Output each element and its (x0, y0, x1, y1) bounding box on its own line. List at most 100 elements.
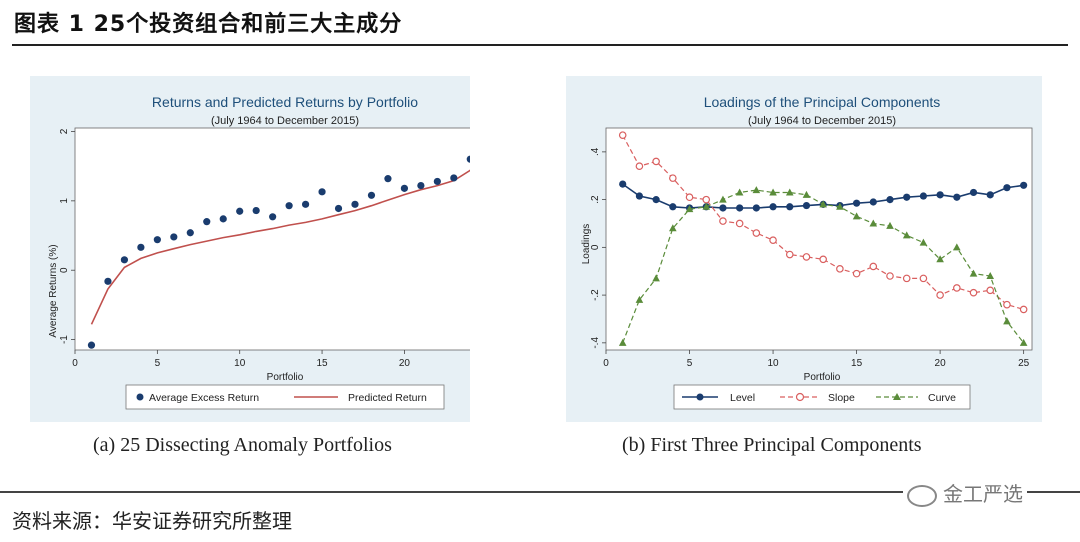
legend: Average Excess Return Predicted Return (125, 384, 445, 410)
legend-label-curve: Curve (928, 392, 956, 404)
data-point-curve (652, 274, 660, 282)
x-tick-label: 15 (851, 358, 863, 369)
loadings-chart: Loadings of the Principal Components (Ju… (581, 94, 1033, 410)
data-point-curve (785, 188, 794, 196)
data-point-curve (919, 238, 928, 246)
legend-label-slope: Slope (828, 392, 855, 404)
legend-marker-average-excess-return (136, 393, 144, 401)
data-point-level (719, 204, 727, 212)
data-point (417, 181, 425, 190)
watermark: 金工严选 (903, 478, 1027, 507)
data-point-level (669, 203, 677, 211)
data-point (120, 256, 129, 264)
plot-area (605, 127, 1033, 351)
data-point (450, 174, 458, 182)
data-point (219, 215, 227, 223)
data-point-slope (685, 193, 694, 202)
data-point-slope (802, 253, 811, 261)
data-point-slope (752, 229, 761, 237)
data-point-level (652, 196, 660, 204)
data-point-curve (685, 205, 694, 213)
data-point-curve (702, 202, 711, 210)
panel-loadings: Loadings of the Principal Components (Ju… (566, 76, 1042, 422)
returns-chart: Returns and Predicted Returns by Portfol… (48, 94, 496, 410)
data-point (301, 200, 310, 208)
data-point-slope (986, 286, 995, 295)
data-point-level (936, 191, 944, 199)
data-point-slope (1003, 300, 1011, 309)
chart-subtitle: (July 1964 to December 2015) (748, 115, 896, 127)
x-tick-label: 0 (72, 358, 78, 369)
chart-title: Loadings of the Principal Components (704, 94, 941, 110)
data-point-level (1020, 181, 1028, 189)
data-point-slope (719, 217, 727, 225)
x-tick-label: 10 (767, 358, 779, 369)
data-point-slope (652, 157, 660, 166)
data-point-curve (836, 202, 844, 210)
data-point-level (619, 180, 627, 188)
data-point-slope (836, 265, 844, 273)
data-point (153, 236, 161, 244)
data-point-curve (869, 219, 878, 227)
data-point-slope (769, 236, 777, 244)
data-point-curve (1003, 317, 1011, 325)
plot-area (74, 127, 496, 351)
data-point (170, 233, 178, 241)
legend-marker-level (696, 393, 704, 401)
data-point-slope (1019, 305, 1028, 314)
data-point (400, 184, 409, 192)
x-tick-label: 5 (155, 358, 161, 369)
y-tick-label: -.2 (590, 289, 601, 301)
title-divider (12, 44, 1068, 46)
data-point-level (786, 203, 794, 211)
data-point (367, 191, 376, 199)
data-point (269, 213, 277, 221)
legend-marker-slope (795, 392, 805, 402)
y-tick-label: -1 (59, 335, 70, 344)
data-point-curve (852, 212, 861, 220)
data-point (334, 204, 343, 213)
legend-label-average-excess-return: Average Excess Return (149, 392, 259, 404)
data-point-curve (769, 188, 777, 196)
y-tick-label: 0 (590, 244, 601, 250)
x-tick-label: 0 (603, 358, 609, 369)
y-axis-label: Loadings (581, 224, 592, 265)
y-tick-label: 0 (59, 267, 70, 273)
data-point-level (736, 204, 744, 212)
data-point-curve (802, 190, 811, 198)
data-point-slope (852, 269, 861, 278)
data-point-level (919, 192, 928, 200)
data-point-curve (635, 295, 644, 303)
data-point (203, 218, 211, 226)
data-point (137, 243, 145, 251)
data-point (236, 207, 244, 215)
x-tick-label: 15 (316, 358, 328, 369)
data-point-curve (936, 255, 944, 263)
x-axis-label: Portfolio (267, 372, 304, 383)
y-axis-label: Average Returns (%) (48, 244, 59, 337)
data-point-slope (635, 162, 644, 170)
legend-label-level: Level (730, 392, 755, 404)
data-point-slope (919, 274, 928, 283)
y-tick-label: .4 (590, 147, 601, 156)
y-tick-label: .2 (590, 195, 601, 204)
data-point-level (986, 191, 994, 199)
data-point-curve (719, 195, 727, 203)
data-point (384, 175, 392, 183)
panel-returns: Returns and Predicted Returns by Portfol… (30, 76, 496, 422)
figure-title: 图表 1 25个投资组合和前三大主成分 (14, 12, 403, 37)
data-point-level (969, 188, 978, 197)
data-point (285, 202, 293, 210)
data-point (87, 341, 96, 349)
data-point-slope (618, 131, 627, 139)
predicted-return-line (90, 141, 488, 325)
x-tick-label: 25 (1018, 358, 1030, 369)
x-tick-label: 20 (399, 358, 411, 369)
data-point-curve (819, 200, 827, 208)
data-point-slope (735, 219, 744, 228)
x-axis-label: Portfolio (804, 372, 841, 383)
data-point-level (1003, 184, 1011, 192)
data-point-slope (702, 195, 711, 204)
data-point (104, 277, 112, 285)
data-point-level (769, 203, 777, 211)
